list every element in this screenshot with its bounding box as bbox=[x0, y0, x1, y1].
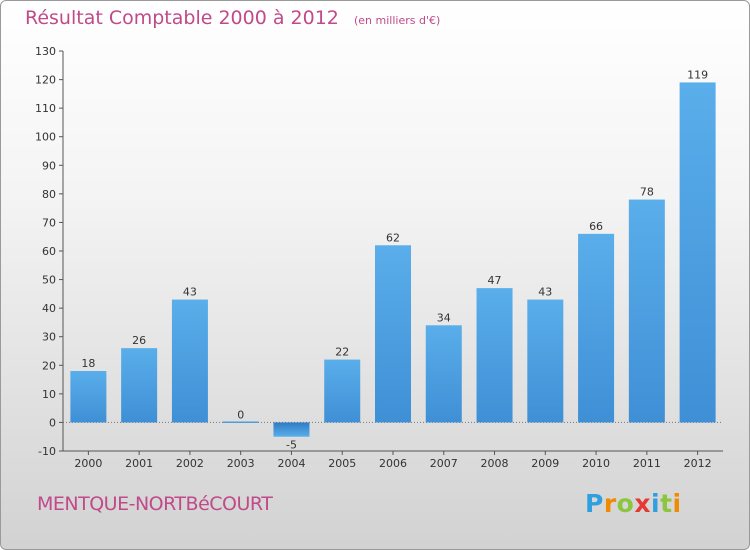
bar-value-label: 78 bbox=[640, 186, 654, 199]
y-tick-label: 70 bbox=[42, 216, 56, 229]
bar-value-label: 43 bbox=[538, 286, 552, 299]
y-tick-label: 100 bbox=[35, 131, 56, 144]
y-tick-label: 50 bbox=[42, 274, 56, 287]
x-tick-label: 2011 bbox=[633, 457, 661, 470]
bar-2007 bbox=[425, 325, 462, 423]
title-block: Résultat Comptable 2000 à 2012 (en milli… bbox=[25, 7, 440, 29]
x-tick-label: 2012 bbox=[684, 457, 712, 470]
bar-value-label: 43 bbox=[183, 286, 197, 299]
bar-2002 bbox=[171, 299, 208, 423]
logo-letter: i bbox=[672, 489, 682, 518]
bar-2008 bbox=[476, 288, 513, 423]
y-tick-label: 30 bbox=[42, 331, 56, 344]
bar-2012 bbox=[679, 82, 716, 423]
bar-value-label: 62 bbox=[386, 231, 400, 244]
bar-2006 bbox=[375, 245, 411, 423]
bar-value-label: 34 bbox=[437, 311, 451, 324]
y-tick-label: -10 bbox=[38, 445, 56, 458]
bar-2009 bbox=[527, 299, 564, 423]
x-tick-label: 2008 bbox=[481, 457, 509, 470]
logo-letter: i bbox=[651, 489, 661, 518]
bar-value-label: 18 bbox=[81, 357, 95, 370]
bar-2001 bbox=[121, 348, 158, 423]
logo-letter: P bbox=[585, 489, 604, 518]
bar-value-label: -5 bbox=[286, 439, 297, 452]
bar-value-label: 66 bbox=[589, 220, 603, 233]
x-tick-label: 2003 bbox=[227, 457, 255, 470]
chart-title: Résultat Comptable 2000 à 2012 bbox=[25, 7, 339, 29]
y-tick-label: 40 bbox=[42, 302, 56, 315]
bar-2000 bbox=[70, 371, 107, 423]
bar-value-label: 0 bbox=[237, 408, 244, 421]
bar-2011 bbox=[628, 199, 665, 423]
x-tick-label: 2010 bbox=[582, 457, 610, 470]
chart-subtitle: (en milliers d'€) bbox=[353, 14, 441, 27]
x-tick-label: 2006 bbox=[379, 457, 407, 470]
commune-name: MENTQUE-NORTBéCOURT bbox=[37, 493, 273, 515]
y-tick-label: 130 bbox=[35, 45, 56, 58]
x-tick-label: 2001 bbox=[125, 457, 153, 470]
x-tick-label: 2005 bbox=[328, 457, 356, 470]
bar-value-label: 22 bbox=[335, 346, 349, 359]
y-tick-label: 120 bbox=[35, 74, 56, 87]
y-tick-label: 0 bbox=[49, 416, 56, 429]
bar-2003 bbox=[222, 421, 259, 423]
y-tick-label: 10 bbox=[42, 388, 56, 401]
y-tick-label: 80 bbox=[42, 188, 56, 201]
x-tick-label: 2002 bbox=[176, 457, 204, 470]
y-tick-label: 90 bbox=[42, 159, 56, 172]
x-tick-label: 2007 bbox=[430, 457, 458, 470]
bar-value-label: 119 bbox=[687, 68, 708, 81]
logo-letter: r bbox=[603, 489, 617, 518]
y-tick-label: 20 bbox=[42, 359, 56, 372]
logo-letter: o bbox=[616, 489, 635, 518]
logo-letter: x bbox=[634, 489, 651, 518]
bar-value-label: 47 bbox=[488, 274, 502, 287]
x-tick-label: 2004 bbox=[277, 457, 305, 470]
bar-2010 bbox=[578, 233, 615, 423]
bar-value-label: 26 bbox=[132, 334, 146, 347]
x-tick-label: 2000 bbox=[74, 457, 102, 470]
bar-2004 bbox=[273, 422, 310, 437]
proxiti-logo: Proxiti bbox=[585, 489, 682, 518]
logo-letter: t bbox=[660, 489, 673, 518]
x-tick-label: 2009 bbox=[531, 457, 559, 470]
bar-2005 bbox=[324, 359, 361, 423]
y-tick-label: 110 bbox=[35, 102, 56, 115]
y-tick-label: 60 bbox=[42, 245, 56, 258]
